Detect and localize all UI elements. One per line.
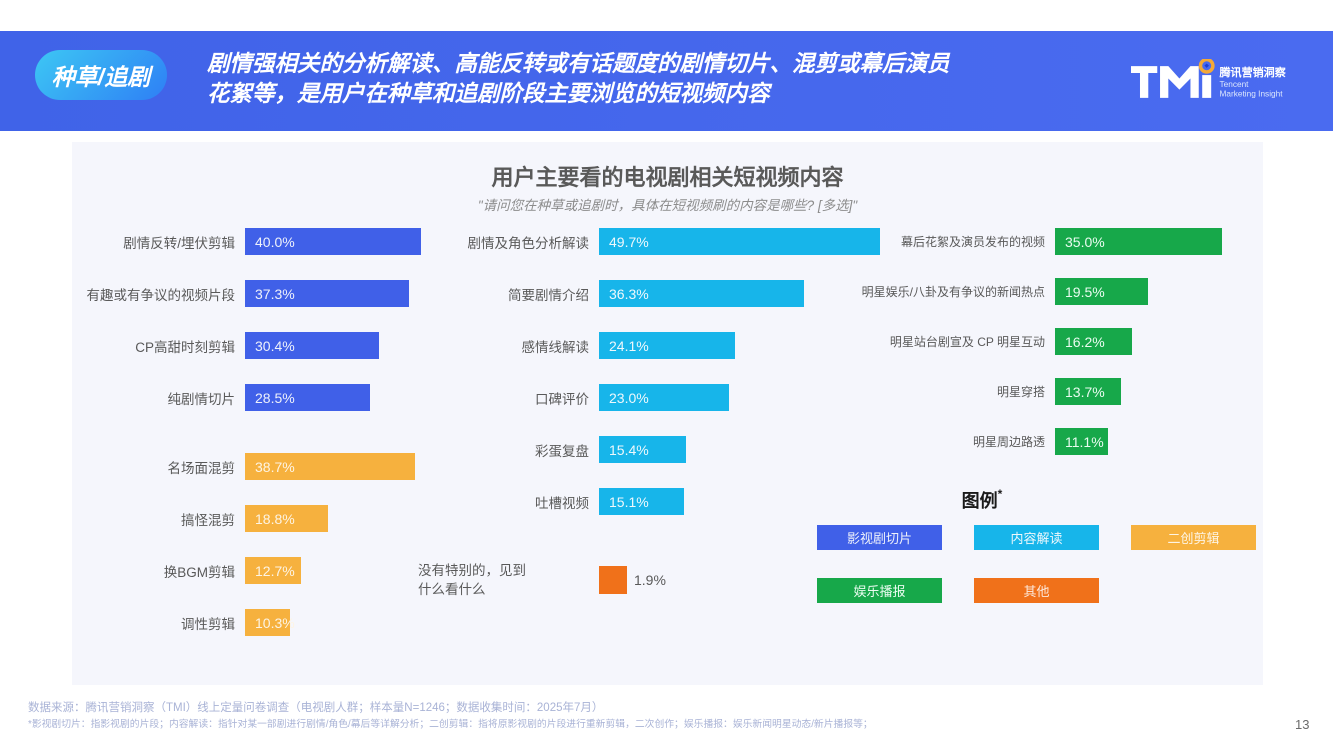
svg-text:Marketing Insight: Marketing Insight xyxy=(1219,89,1283,99)
svg-text:Tencent: Tencent xyxy=(1219,79,1249,89)
svg-text:腾讯营销洞察: 腾讯营销洞察 xyxy=(1219,65,1286,79)
